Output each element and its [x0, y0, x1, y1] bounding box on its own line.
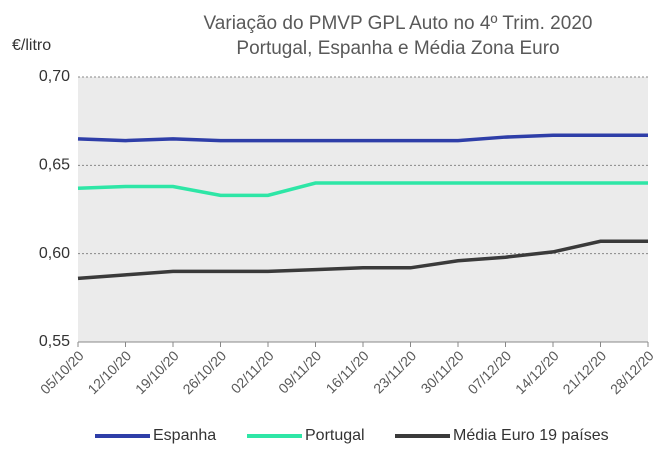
- x-tick-label: 05/10/20: [37, 347, 87, 397]
- x-tick-label: 02/11/20: [228, 347, 277, 396]
- x-tick-label: 21/12/20: [559, 347, 609, 397]
- x-tick-label: 12/10/20: [84, 347, 134, 397]
- x-tick-label: 16/11/20: [323, 347, 372, 396]
- x-tick-label: 09/11/20: [275, 347, 324, 396]
- legend-label: Espanha: [153, 427, 216, 444]
- x-tick-label: 14/12/20: [512, 347, 562, 397]
- x-tick-label: 19/10/20: [132, 347, 182, 397]
- x-tick-label: 23/11/20: [370, 347, 419, 396]
- x-tick-label: 30/11/20: [418, 347, 467, 396]
- y-tick-label: 0,65: [39, 157, 70, 174]
- plot-area: [78, 77, 648, 342]
- chart-subtitle: Portugal, Espanha e Média Zona Euro: [236, 38, 559, 59]
- series-line: [77, 133, 648, 143]
- x-tick-label: 07/12/20: [464, 347, 514, 397]
- legend-label: Portugal: [305, 427, 365, 444]
- series-line: [77, 181, 648, 198]
- legend-label: Média Euro 19 países: [453, 427, 609, 444]
- y-axis-label: €/litro: [12, 37, 51, 54]
- x-tick-label: 26/10/20: [179, 347, 229, 397]
- y-tick-label: 0,70: [39, 68, 70, 85]
- chart-title: Variação do PMVP GPL Auto no 4º Trim. 20…: [204, 13, 593, 34]
- y-tick-label: 0,60: [39, 245, 70, 262]
- x-tick-label: 28/12/20: [607, 347, 657, 397]
- series-line: [77, 239, 648, 281]
- y-tick-label: 0,55: [39, 333, 70, 350]
